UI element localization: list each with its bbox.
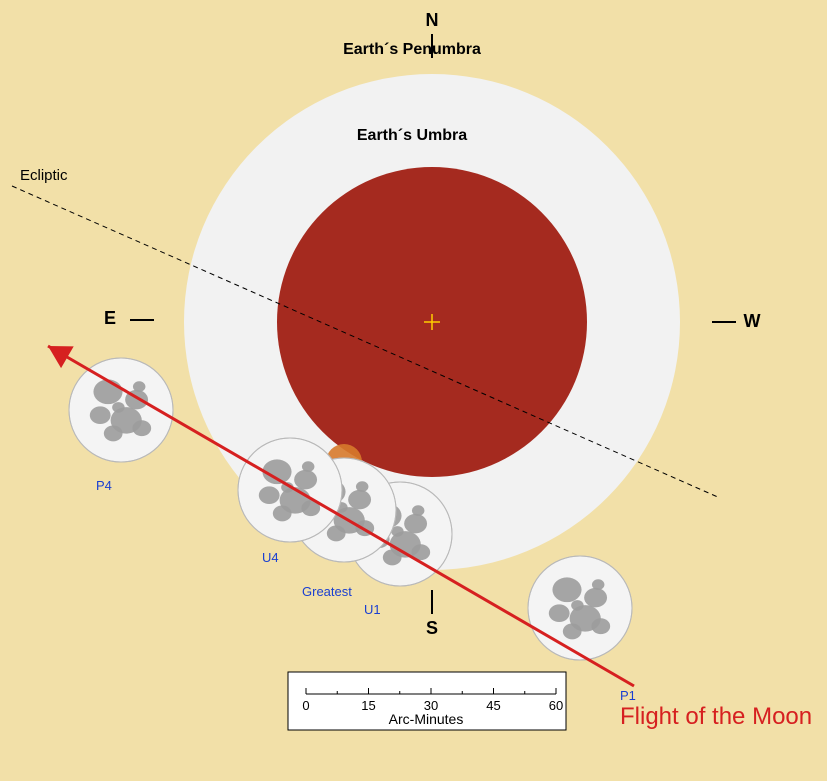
moon-p1 — [528, 556, 632, 660]
compass-n: N — [426, 10, 439, 30]
scale-caption: Arc-Minutes — [389, 711, 464, 727]
ecliptic-label: Ecliptic — [20, 167, 68, 184]
scale-tick-label: 45 — [486, 698, 500, 713]
flight-arrow-label: Flight of the Moon — [620, 703, 812, 730]
moon-u4 — [238, 438, 342, 542]
moon-label-u1: U1 — [364, 602, 381, 617]
scale-tick-label: 15 — [361, 698, 375, 713]
compass-e: E — [104, 308, 116, 328]
moon-label-p4: P4 — [96, 478, 112, 493]
compass-s: S — [426, 618, 438, 638]
moon-label-greatest: Greatest — [302, 584, 352, 599]
moon-label-p1: P1 — [620, 688, 636, 703]
moon-label-u4: U4 — [262, 550, 279, 565]
scale-tick-label: 60 — [549, 698, 563, 713]
penumbra-label: Earth´s Penumbra — [343, 41, 481, 58]
umbra-label: Earth´s Umbra — [357, 127, 467, 144]
compass-w: W — [744, 311, 761, 331]
scale-tick-label: 0 — [302, 698, 309, 713]
